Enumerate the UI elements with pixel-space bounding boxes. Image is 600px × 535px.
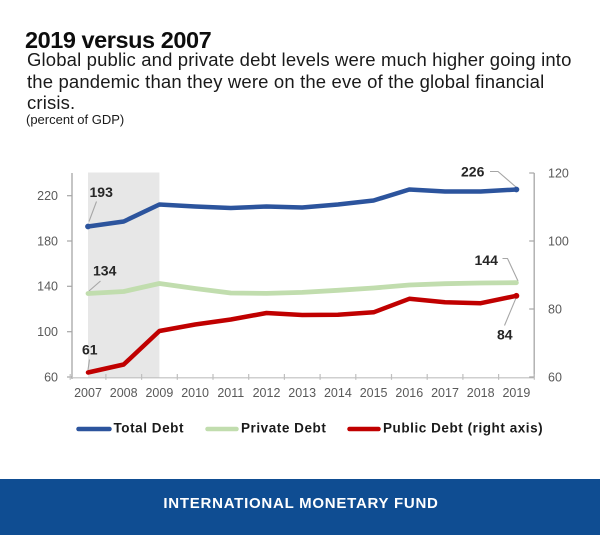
svg-text:Private Debt: Private Debt	[241, 421, 326, 436]
svg-text:2013: 2013	[288, 386, 316, 400]
svg-text:144: 144	[475, 252, 499, 268]
svg-text:60: 60	[44, 370, 58, 384]
svg-text:100: 100	[37, 325, 58, 339]
svg-text:2014: 2014	[324, 386, 352, 400]
svg-text:2012: 2012	[253, 386, 281, 400]
svg-text:Total Debt: Total Debt	[114, 421, 185, 436]
svg-text:2010: 2010	[181, 386, 209, 400]
svg-text:2019: 2019	[502, 386, 530, 400]
svg-text:140: 140	[37, 280, 58, 294]
svg-text:2018: 2018	[467, 386, 495, 400]
svg-text:2016: 2016	[395, 386, 423, 400]
svg-text:2009: 2009	[145, 386, 173, 400]
svg-text:2008: 2008	[110, 386, 138, 400]
svg-text:120: 120	[548, 166, 569, 180]
svg-text:80: 80	[548, 302, 562, 316]
svg-text:180: 180	[37, 234, 58, 248]
svg-text:193: 193	[90, 184, 114, 200]
svg-text:84: 84	[497, 327, 513, 343]
svg-text:220: 220	[37, 189, 58, 203]
svg-text:2015: 2015	[360, 386, 388, 400]
svg-text:61: 61	[82, 342, 98, 358]
svg-text:100: 100	[548, 234, 569, 248]
svg-text:2011: 2011	[217, 386, 244, 400]
svg-text:2007: 2007	[74, 386, 102, 400]
svg-text:60: 60	[548, 370, 562, 384]
svg-text:2017: 2017	[431, 386, 459, 400]
svg-text:134: 134	[93, 263, 117, 279]
svg-text:Public Debt (right axis): Public Debt (right axis)	[383, 421, 543, 436]
svg-text:226: 226	[461, 164, 485, 180]
